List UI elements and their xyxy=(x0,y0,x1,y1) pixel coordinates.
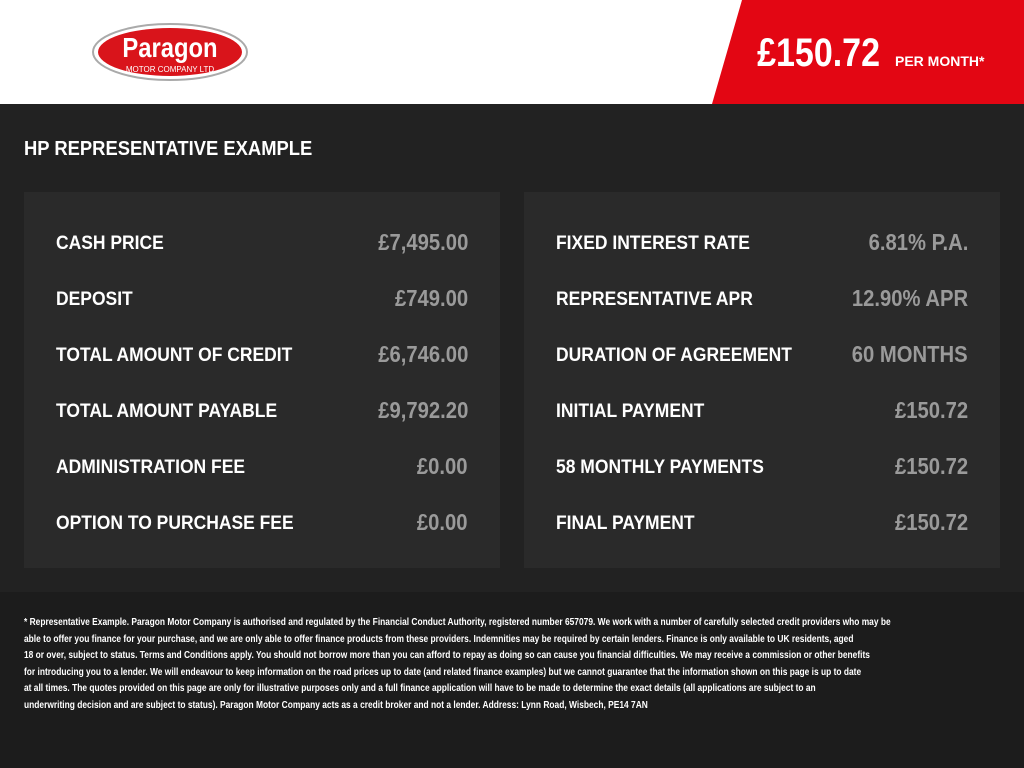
row-label: REPRESENTATIVE APR xyxy=(556,289,753,310)
finance-row: ADMINISTRATION FEE £0.00 xyxy=(56,453,468,483)
disclaimer-line: able to offer you finance for your purch… xyxy=(24,632,854,645)
row-value: £150.72 xyxy=(894,453,968,479)
price-suffix: PER MONTH* xyxy=(895,53,985,69)
price-banner xyxy=(712,0,1024,104)
finance-panel: CASH PRICE £7,495.00 DEPOSIT £749.00 TOTAL A… xyxy=(24,192,500,568)
finance-row: DURATION OF AGREEMENT 60 MONTHS xyxy=(556,341,968,371)
finance-row: FIXED INTEREST RATE 6.81% P.A. xyxy=(556,229,968,259)
row-label: TOTAL AMOUNT OF CREDIT xyxy=(56,345,293,366)
row-value: 12.90% APR xyxy=(851,285,968,311)
row-value: £9,792.20 xyxy=(377,397,468,423)
row-label: TOTAL AMOUNT PAYABLE xyxy=(56,401,278,422)
row-label: FINAL PAYMENT xyxy=(556,513,695,534)
finance-row: FINAL PAYMENT £150.72 xyxy=(556,509,968,539)
finance-panel: FIXED INTEREST RATE 6.81% P.A. REPRESENTAT… xyxy=(524,192,1000,568)
disclaimer-line: * Representative Example. Paragon Motor … xyxy=(24,616,891,628)
finance-row: TOTAL AMOUNT OF CREDIT £6,746.00 xyxy=(56,341,468,371)
row-label: ADMINISTRATION FEE xyxy=(56,457,246,478)
disclaimer: * Representative Example. Paragon Motor … xyxy=(0,592,1024,768)
disclaimer-line: 18 or over, subject to status. Terms and… xyxy=(24,649,870,662)
row-value: £150.72 xyxy=(894,509,968,535)
finance-section: HP REPRESENTATIVE EXAMPLE CASH PRICE £7,4… xyxy=(0,104,1024,592)
disclaimer-line: underwriting decision and are subject to… xyxy=(24,699,648,711)
finance-row: 58 MONTHLY PAYMENTS £150.72 xyxy=(556,453,968,483)
monthly-price: £150.72 xyxy=(757,29,880,74)
logo-name: Paragon xyxy=(122,31,217,63)
row-value: £7,495.00 xyxy=(377,229,468,255)
row-label: FIXED INTEREST RATE xyxy=(556,233,750,254)
header-graphic: Paragon MOTOR COMPANY LTD £150.72 PER MO… xyxy=(92,0,1024,104)
finance-row: INITIAL PAYMENT £150.72 xyxy=(556,397,968,427)
row-value: £6,746.00 xyxy=(377,341,468,367)
row-label: INITIAL PAYMENT xyxy=(556,401,705,422)
finance-row: REPRESENTATIVE APR 12.90% APR xyxy=(556,285,968,315)
header: Paragon MOTOR COMPANY LTD £150.72 PER MO… xyxy=(0,0,1024,104)
row-label: DURATION OF AGREEMENT xyxy=(556,345,792,366)
finance-row: CASH PRICE £7,495.00 xyxy=(56,229,468,259)
row-value: 6.81% P.A. xyxy=(868,229,968,255)
section-title: HP REPRESENTATIVE EXAMPLE xyxy=(24,138,313,160)
row-label: DEPOSIT xyxy=(56,289,133,310)
disclaimer-line: for introducing you to a lender. We will… xyxy=(24,665,862,678)
row-label: 58 MONTHLY PAYMENTS xyxy=(556,457,764,478)
finance-row: OPTION TO PURCHASE FEE £0.00 xyxy=(56,509,468,539)
logo xyxy=(98,28,242,76)
row-value: £749.00 xyxy=(394,285,468,311)
row-value: £0.00 xyxy=(417,509,468,535)
finance-row: DEPOSIT £749.00 xyxy=(56,285,468,315)
row-label: CASH PRICE xyxy=(56,233,164,254)
disclaimer-line: at all times. The quotes provided on thi… xyxy=(24,682,816,695)
row-value: 60 MONTHS xyxy=(852,341,968,367)
row-label: OPTION TO PURCHASE FEE xyxy=(56,513,294,534)
logo-subtitle: MOTOR COMPANY LTD xyxy=(126,65,215,74)
finance-row: TOTAL AMOUNT PAYABLE £9,792.20 xyxy=(56,397,468,427)
row-value: £150.72 xyxy=(894,397,968,423)
row-value: £0.00 xyxy=(417,453,468,479)
